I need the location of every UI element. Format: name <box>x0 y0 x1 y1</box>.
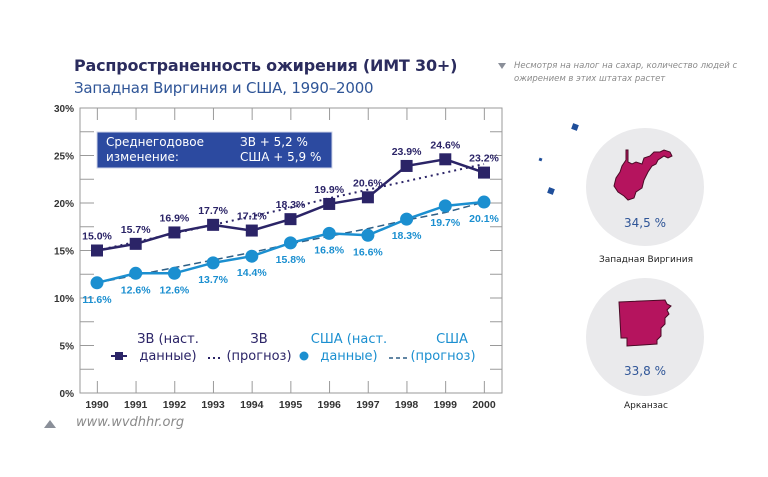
us-data-label: 16.8% <box>314 244 344 256</box>
us-data-point <box>477 195 491 209</box>
y-tick-label: 5% <box>60 342 75 353</box>
info-box-value: США + 5,9 % <box>240 150 321 164</box>
legend-label-us-forecast: США <box>436 332 468 347</box>
us-data-label: 12.6% <box>121 284 151 296</box>
info-box-label: изменение: <box>106 150 179 164</box>
legend-label-wv-actual: данные) <box>139 349 196 364</box>
us-data-point <box>167 266 181 280</box>
wv-data-label: 19.9% <box>314 184 344 196</box>
y-tick-label: 10% <box>54 294 74 305</box>
us-data-label: 19.7% <box>430 217 460 229</box>
x-tick-label: 1992 <box>163 399 187 411</box>
chart-title: Распространенность ожирения (ИМТ 30+) <box>74 56 458 75</box>
y-tick-label: 25% <box>54 152 74 163</box>
legend-marker-us-actual <box>299 351 309 361</box>
us-data-label: 13.7% <box>198 274 228 286</box>
wv-data-point <box>284 213 297 226</box>
wv-data-label: 15.7% <box>121 224 151 236</box>
us-data-point <box>400 212 414 226</box>
x-tick-label: 1998 <box>395 399 419 411</box>
x-tick-label: 2000 <box>472 399 496 411</box>
wv-data-point <box>207 218 220 231</box>
triangle-down-icon <box>498 63 506 69</box>
x-tick-label: 1995 <box>279 399 303 411</box>
legend-label-wv-forecast: (прогноз) <box>226 349 291 364</box>
west-virginia-map-icon <box>613 149 673 201</box>
source-link[interactable]: www.wvdhhr.org <box>76 415 185 430</box>
us-data-point <box>90 276 104 290</box>
legend-label-wv-forecast: ЗВ <box>250 332 267 347</box>
us-data-point <box>438 199 452 213</box>
info-box-label: Среднегодовое <box>106 135 204 149</box>
wv-data-point <box>439 153 452 166</box>
wv-data-label: 24.6% <box>430 139 460 151</box>
x-tick-label: 1993 <box>201 399 225 411</box>
y-tick-label: 20% <box>54 199 74 210</box>
legend-label-wv-actual: ЗВ (наст. <box>137 332 199 347</box>
wv-data-point <box>323 197 336 210</box>
wv-data-label: 23.9% <box>392 146 422 158</box>
state-value-west-virginia: 34,5 % <box>624 216 666 230</box>
wv-data-point <box>91 244 103 257</box>
x-tick-label: 1990 <box>85 399 109 411</box>
wv-data-point <box>129 237 142 250</box>
wv-data-point <box>245 224 258 237</box>
info-box <box>96 131 333 169</box>
info-box-value: ЗВ + 5,2 % <box>240 135 308 149</box>
us-data-label: 20.1% <box>469 213 499 225</box>
us-data-label: 15.8% <box>276 254 306 266</box>
y-tick-label: 0% <box>60 389 75 400</box>
legend-label-us-actual: данные) <box>320 349 377 364</box>
legend-label-us-actual: США (наст. <box>311 332 387 347</box>
wv-data-point <box>478 166 490 179</box>
us-data-point <box>129 266 143 280</box>
us-data-point <box>361 228 375 242</box>
triangle-up-icon <box>44 420 56 428</box>
chart-subtitle: Западная Виргиния и США, 1990–2000 <box>74 79 374 97</box>
wv-data-label: 23.2% <box>469 153 499 165</box>
us-data-point <box>245 249 259 263</box>
legend-marker-wv-actual <box>115 352 123 360</box>
x-tick-label: 1994 <box>240 399 264 411</box>
wv-data-point <box>361 191 374 204</box>
x-tick-label: 1997 <box>356 399 380 411</box>
wv-data-label: 16.9% <box>160 212 190 224</box>
y-tick-label: 30% <box>54 104 74 115</box>
wv-data-label: 17.1% <box>237 211 267 223</box>
us-data-label: 18.3% <box>392 230 422 242</box>
x-tick-label: 1996 <box>318 399 342 411</box>
us-data-point <box>322 226 336 240</box>
wv-data-label: 15.0% <box>82 231 112 243</box>
wv-data-point <box>168 226 181 239</box>
state-value-arkansas: 33,8 % <box>624 364 666 378</box>
arkansas-map-icon <box>618 299 672 347</box>
legend-label-us-forecast: (прогноз) <box>410 349 475 364</box>
us-data-label: 14.4% <box>237 267 267 279</box>
us-data-label: 16.6% <box>353 246 383 258</box>
wv-data-label: 17.7% <box>198 205 228 217</box>
us-data-point <box>284 236 297 250</box>
wv-data-label: 18.3% <box>276 199 306 211</box>
note-text: Несмотря на налог на сахар, количество л… <box>514 61 738 84</box>
wv-data-label: 20.6% <box>353 177 383 189</box>
x-tick-label: 1999 <box>434 399 458 411</box>
y-tick-label: 15% <box>54 247 74 258</box>
us-data-label: 11.6% <box>82 294 112 306</box>
state-card-west-virginia <box>586 128 704 246</box>
state-name-west-virginia: Западная Виргиния <box>598 255 694 265</box>
x-tick-label: 1991 <box>124 399 148 411</box>
state-name-arkansas: Арканзас <box>624 401 668 411</box>
us-data-point <box>206 256 220 270</box>
us-data-label: 12.6% <box>160 284 190 296</box>
wv-data-point <box>400 159 413 172</box>
